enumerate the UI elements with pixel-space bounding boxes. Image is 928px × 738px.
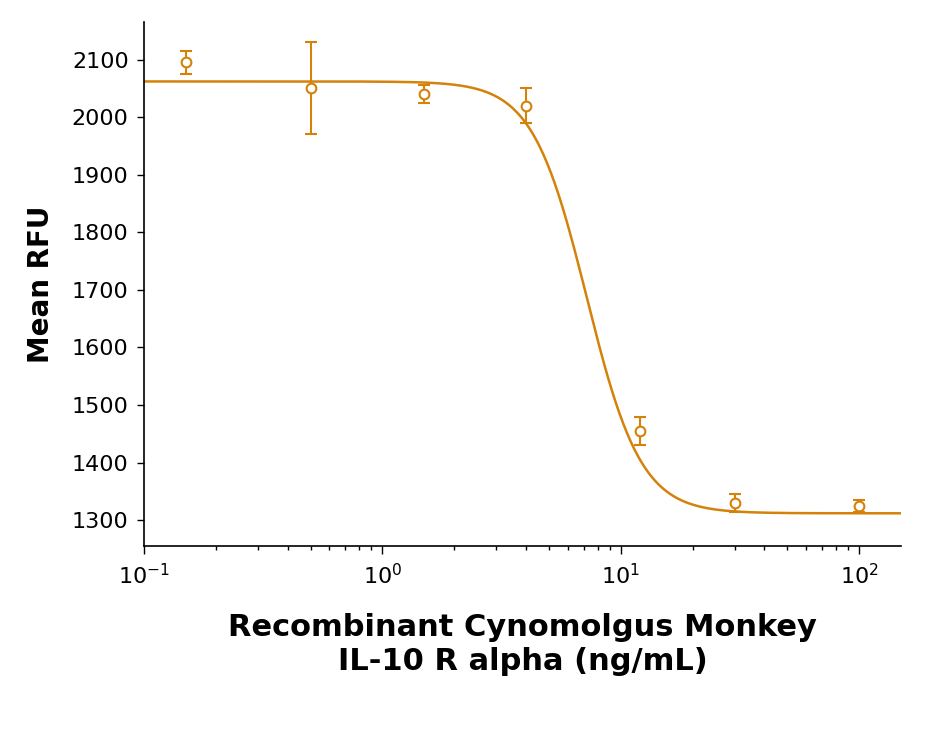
Y-axis label: Mean RFU: Mean RFU bbox=[27, 205, 55, 363]
X-axis label: Recombinant Cynomolgus Monkey
IL-10 R alpha (ng/mL): Recombinant Cynomolgus Monkey IL-10 R al… bbox=[228, 613, 816, 675]
